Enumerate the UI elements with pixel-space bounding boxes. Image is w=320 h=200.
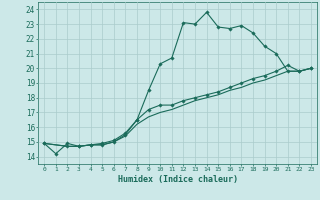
X-axis label: Humidex (Indice chaleur): Humidex (Indice chaleur) — [118, 175, 238, 184]
